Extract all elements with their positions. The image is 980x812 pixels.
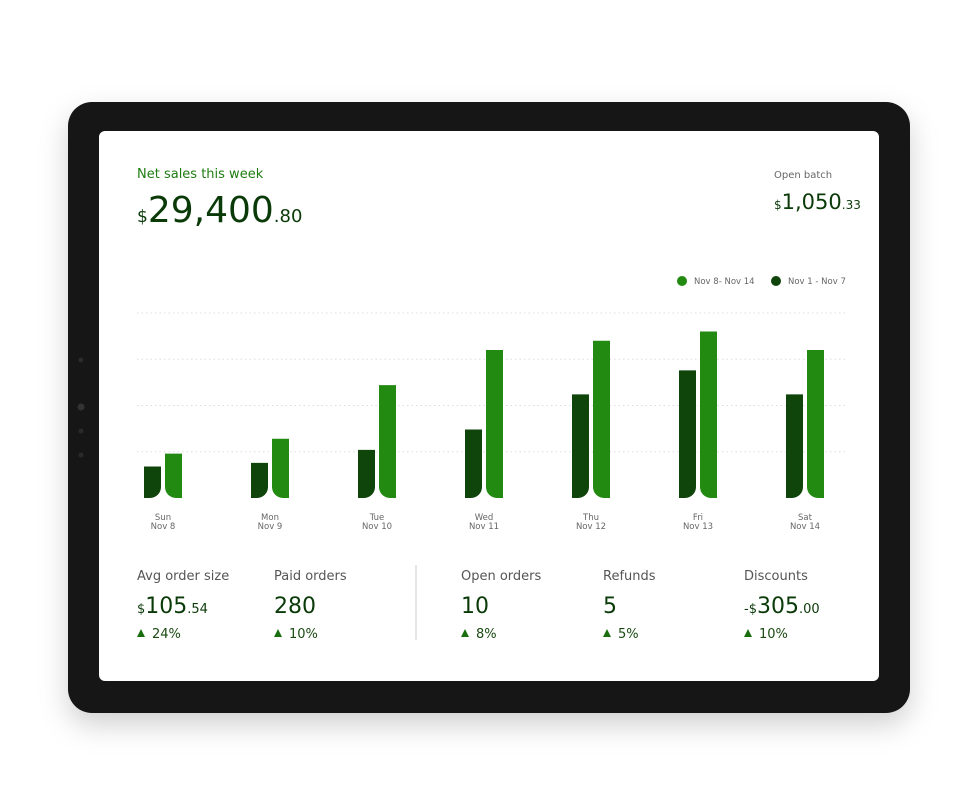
stat-value: -$305.00	[744, 594, 820, 619]
bar	[679, 370, 696, 498]
whole: 29,400	[148, 190, 274, 231]
cents: .33	[842, 198, 861, 212]
currency: $	[774, 198, 782, 212]
bar	[593, 340, 610, 498]
bar	[700, 331, 717, 498]
bar	[144, 466, 161, 498]
legend-swatch	[771, 276, 781, 286]
x-tick-date: Nov 10	[362, 522, 392, 532]
bar	[807, 350, 824, 498]
bar	[572, 394, 589, 498]
bar	[379, 385, 396, 498]
currency: $	[137, 207, 148, 227]
stat-change: 10%	[759, 627, 788, 642]
stat-prefix: -$	[744, 602, 757, 617]
stat-main: 105	[145, 594, 187, 619]
camera	[77, 403, 85, 411]
stat-value: 280	[274, 594, 316, 619]
stat-value: $105.54	[137, 594, 208, 619]
stat-value: 10	[461, 594, 489, 619]
bar	[251, 462, 268, 498]
x-tick-date: Nov 9	[258, 522, 283, 532]
x-tick-date: Nov 12	[576, 522, 606, 532]
bar	[786, 394, 803, 498]
legend-label: Nov 1 - Nov 7	[788, 277, 846, 287]
x-tick-label: Thu	[582, 513, 599, 523]
sensor	[78, 428, 84, 434]
sensor	[78, 357, 84, 363]
stat-label: Refunds	[603, 569, 656, 584]
up-arrow	[137, 629, 145, 637]
stat-main: 10	[461, 594, 489, 619]
stat-change: 24%	[152, 627, 181, 642]
stat-prefix: $	[137, 602, 145, 617]
net-sales-title: Net sales this week	[137, 167, 264, 182]
bar	[465, 429, 482, 498]
up-arrow	[274, 629, 282, 637]
net-sales-amount: $29,400.80	[137, 190, 302, 231]
stat-main: 5	[603, 594, 617, 619]
up-arrow	[603, 629, 611, 637]
x-tick-label: Wed	[475, 513, 494, 523]
stat-label: Discounts	[744, 569, 808, 584]
x-tick-label: Fri	[693, 513, 703, 523]
stat-change: 8%	[476, 627, 497, 642]
x-tick-date: Nov 11	[469, 522, 499, 532]
bar	[165, 453, 182, 498]
stat-main: 280	[274, 594, 316, 619]
bar	[358, 449, 375, 498]
whole: 1,050	[782, 190, 842, 214]
open-batch-amount: $1,050.33	[774, 190, 861, 214]
x-tick-date: Nov 13	[683, 522, 713, 532]
stat-main: 305	[757, 594, 799, 619]
legend-label: Nov 8- Nov 14	[694, 277, 755, 287]
stat-label: Open orders	[461, 569, 542, 584]
stat-suffix: .00	[799, 602, 820, 617]
stat-change: 5%	[618, 627, 639, 642]
stat-value: 5	[603, 594, 617, 619]
up-arrow	[744, 629, 752, 637]
x-tick-label: Sun	[155, 513, 171, 523]
sensor	[78, 452, 84, 458]
stat-suffix: .54	[187, 602, 208, 617]
bar	[486, 350, 503, 498]
x-tick-label: Tue	[369, 513, 385, 523]
x-tick-label: Sat	[798, 513, 813, 523]
up-arrow	[461, 629, 469, 637]
x-tick-date: Nov 14	[790, 522, 820, 532]
stat-label: Paid orders	[274, 569, 347, 584]
stat-change: 10%	[289, 627, 318, 642]
legend-swatch	[677, 276, 687, 286]
x-tick-date: Nov 8	[151, 522, 176, 532]
bar	[272, 438, 289, 498]
cents: .80	[274, 206, 303, 227]
stat-label: Avg order size	[137, 569, 229, 584]
x-tick-label: Mon	[261, 513, 279, 523]
open-batch-label: Open batch	[774, 170, 832, 181]
